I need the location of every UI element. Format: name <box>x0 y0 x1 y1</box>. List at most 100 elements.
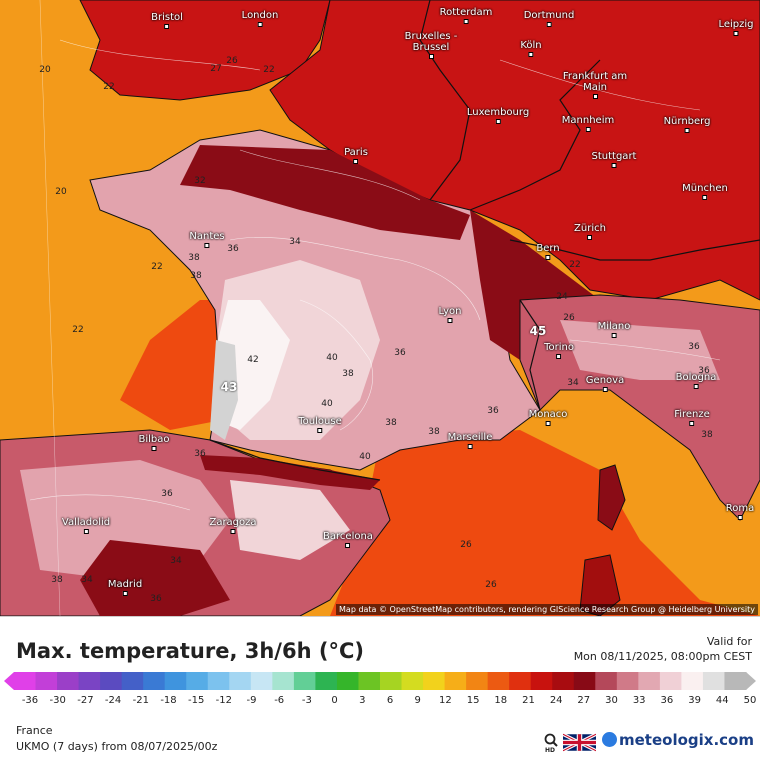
city-marker-icon <box>585 127 591 132</box>
uk-landmass <box>79 0 331 101</box>
city-label: Milano <box>598 321 630 338</box>
isotherm-label: 20 <box>55 187 67 197</box>
city-marker-icon <box>447 318 453 323</box>
city-label: Bologna <box>676 372 716 389</box>
city-marker-icon <box>545 255 551 260</box>
isotherm-label: 38 <box>190 271 202 281</box>
region-label: France <box>16 724 53 737</box>
scale-tick-label: -30 <box>49 695 66 706</box>
scale-cell <box>207 672 230 690</box>
scale-cell <box>250 672 273 690</box>
city-label: Lyon <box>438 306 462 323</box>
scale-tick-label: -36 <box>21 695 39 706</box>
isotherm-label: 26 <box>485 580 497 590</box>
scale-cells <box>14 672 747 690</box>
city-marker-icon <box>733 31 739 36</box>
scale-tick-label: 21 <box>522 695 535 706</box>
city-marker-icon <box>122 591 128 596</box>
city-marker-icon <box>164 24 170 29</box>
scale-tick-label: -21 <box>132 695 149 706</box>
map-attribution[interactable]: Map data © OpenStreetMap contributors, r… <box>336 604 758 615</box>
city-marker-icon <box>702 195 708 200</box>
scale-tick-label: 44 <box>715 695 729 706</box>
city-marker-icon <box>587 235 593 240</box>
city-label: Firenze <box>674 409 710 426</box>
isotherm-label: 26 <box>226 56 238 66</box>
city-label: Leipzig <box>718 19 754 36</box>
scale-cell <box>444 672 467 690</box>
isotherm-label: 22 <box>151 262 163 272</box>
magnifier-hd-icon[interactable]: HD <box>543 733 561 753</box>
scale-cell <box>638 672 661 690</box>
scale-tick-label: -18 <box>160 695 177 706</box>
isotherm-label: 26 <box>563 313 575 323</box>
ebro-hot-zone <box>230 480 350 560</box>
legend-panel: Max. temperature, 3h/6h (°C) Valid for M… <box>0 616 760 760</box>
city-marker-icon <box>611 333 617 338</box>
city-label: Bristol <box>151 12 183 29</box>
isotherm-label: 20 <box>39 65 51 75</box>
north-france-band <box>180 145 470 240</box>
city-marker-icon <box>463 19 469 24</box>
country-borders <box>209 0 760 481</box>
isotherm-label: 36 <box>161 489 173 499</box>
scale-cell <box>530 672 553 690</box>
model-label: UKMO (7 days) from 08/07/2025/00z <box>16 740 218 753</box>
city-marker-icon <box>257 22 263 27</box>
isotherm-label: 38 <box>51 575 63 585</box>
scale-tick-label: 6 <box>386 695 394 706</box>
scale-tick-label: -12 <box>215 695 232 706</box>
city-label: Frankfurt am Main <box>560 71 630 99</box>
valid-date: Mon 08/11/2025, 08:00pm CEST <box>573 650 752 663</box>
isotherm-label: 38 <box>188 253 200 263</box>
city-label: Luxembourg <box>467 107 529 124</box>
scale-ticks: -36 -30 -27 -24 -21 -18 -15 -12 -9 -6 -3 0 3 6 9 12 15 18… <box>0 695 760 709</box>
city-label: Bern <box>536 243 560 260</box>
city-label: Nantes <box>189 231 225 248</box>
city-marker-icon <box>556 354 562 359</box>
city-marker-icon <box>204 243 210 248</box>
uk-flag-icon[interactable] <box>563 733 596 752</box>
po-valley <box>560 320 720 380</box>
scale-cell <box>616 672 639 690</box>
scale-cell <box>336 672 359 690</box>
city-label: Monaco <box>529 409 567 426</box>
scale-tick-label: 3 <box>359 695 366 706</box>
isotherm-label: 38 <box>385 418 397 428</box>
city-label: Barcelona <box>323 531 373 548</box>
city-label: Zürich <box>574 223 606 240</box>
scale-cell <box>57 672 80 690</box>
temperature-map[interactable]: Bristol London Rotterdam Dortmund Leipzi… <box>0 0 760 616</box>
isotherm-label: 36 <box>688 342 700 352</box>
scale-cell <box>724 672 747 690</box>
scale-cell <box>380 672 403 690</box>
brand-name: meteologix.com <box>619 731 754 749</box>
city-marker-icon <box>83 529 89 534</box>
city-marker-icon <box>611 163 617 168</box>
scale-cell <box>229 672 252 690</box>
city-marker-icon <box>230 529 236 534</box>
isotherm-label: 36 <box>150 594 162 604</box>
corsica-island <box>597 464 626 531</box>
scale-right-arrow <box>746 672 756 690</box>
scale-tick-label: 33 <box>632 695 646 706</box>
scale-cell <box>423 672 446 690</box>
central-spain-band <box>80 540 230 616</box>
city-label: Bilbao <box>138 434 170 451</box>
city-label: Rotterdam <box>440 7 492 24</box>
scale-cell <box>681 672 704 690</box>
scale-cell <box>659 672 682 690</box>
city-label: Mannheim <box>562 115 614 132</box>
brand-logo[interactable]: meteologix.com <box>602 731 754 749</box>
isotherm-label: 38 <box>428 427 440 437</box>
city-label: Genova <box>586 375 624 392</box>
city-marker-icon <box>353 159 359 164</box>
scale-left-arrow <box>4 672 14 690</box>
isotherm-label: 38 <box>701 430 713 440</box>
city-label: München <box>682 183 728 200</box>
isotherm-label: 34 <box>170 556 182 566</box>
isotherm-label: 26 <box>460 540 472 550</box>
isotherm-label: 36 <box>394 348 406 358</box>
scale-cell <box>573 672 596 690</box>
scale-cell <box>164 672 187 690</box>
